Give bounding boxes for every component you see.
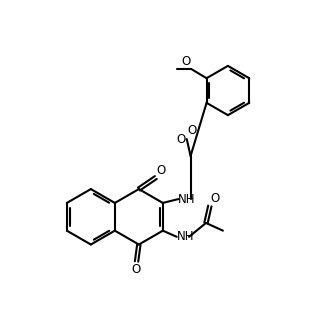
Text: O: O: [187, 124, 196, 137]
Text: O: O: [177, 133, 186, 146]
Text: NH: NH: [178, 193, 196, 206]
Text: O: O: [156, 164, 166, 177]
Text: O: O: [181, 55, 190, 68]
Text: NH: NH: [177, 230, 194, 243]
Text: O: O: [131, 263, 140, 276]
Text: O: O: [211, 192, 220, 205]
